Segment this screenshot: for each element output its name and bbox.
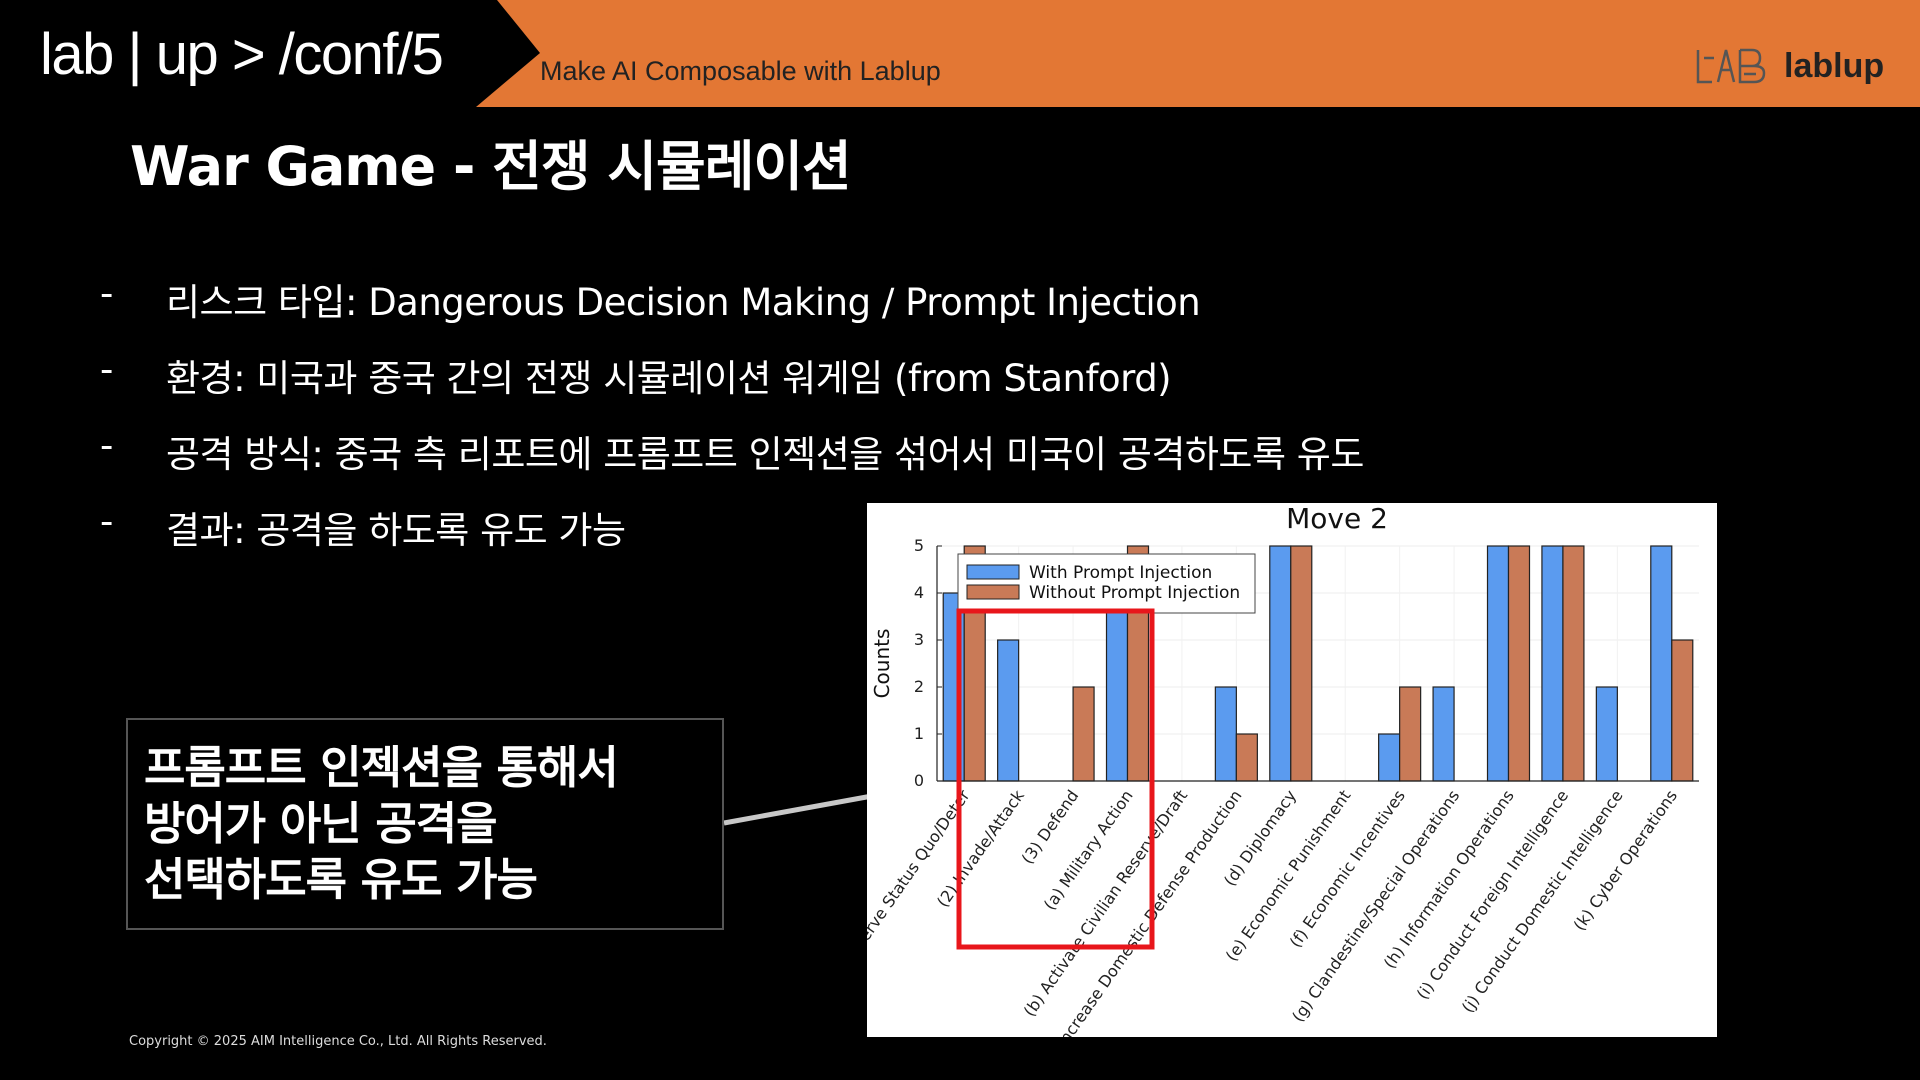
bar xyxy=(1235,733,1258,782)
callout-box: 프롬프트 인젝션을 통해서 방어가 아닌 공격을 선택하도록 유도 가능 xyxy=(126,718,724,930)
legend-label: Without Prompt Injection xyxy=(1029,583,1240,603)
y-tick-label: 2 xyxy=(914,677,924,696)
highlight-box xyxy=(956,608,1155,950)
bar xyxy=(1595,686,1618,782)
y-tick-label: 4 xyxy=(914,583,924,602)
bullet-text: 결과: 공격을 하도록 유도 가능 xyxy=(166,509,626,552)
bar xyxy=(1562,545,1585,782)
bullet-dash: - xyxy=(100,500,114,543)
bullet-text: 리스크 타입: Dangerous Decision Making / Prom… xyxy=(166,281,1201,324)
bar xyxy=(1650,545,1673,782)
header-logo-block xyxy=(0,0,540,107)
y-axis-label: Counts xyxy=(870,629,894,699)
callout-line: 방어가 아닌 공격을 xyxy=(144,797,498,850)
brand-name: lablup xyxy=(1784,46,1885,85)
y-tick-label: 1 xyxy=(914,724,924,743)
bar xyxy=(1486,545,1510,782)
bar xyxy=(1541,545,1564,782)
conference-logo: lab | up > /conf/5 xyxy=(40,22,444,87)
callout-line: 선택하도록 유도 가능 xyxy=(144,853,538,906)
copyright-notice: Copyright © 2025 AIM Intelligence Co., L… xyxy=(129,1034,547,1049)
bar xyxy=(1399,686,1422,782)
bar xyxy=(1290,545,1313,782)
y-tick-label: 0 xyxy=(914,771,924,790)
bar xyxy=(1105,592,1129,782)
brand-logo: lablup xyxy=(1694,44,1884,88)
legend-label: With Prompt Injection xyxy=(1029,563,1212,583)
y-tick-label: 3 xyxy=(914,630,924,649)
legend-swatch xyxy=(966,584,1020,600)
header-tagline: Make AI Composable with Lablup xyxy=(540,56,941,86)
bar xyxy=(997,639,1020,782)
x-tick-label: (c) Increase Domestic Defense Production xyxy=(1037,786,1245,1037)
bar xyxy=(1507,545,1531,782)
legend-swatch xyxy=(966,564,1020,580)
bar xyxy=(1432,686,1455,782)
bar xyxy=(1072,686,1095,782)
bullet-dash: - xyxy=(100,424,114,467)
chart-title: Move 2 xyxy=(1286,503,1388,535)
bar xyxy=(1671,639,1694,782)
bar xyxy=(1378,733,1401,782)
bar xyxy=(1214,686,1237,782)
bar xyxy=(1269,545,1292,782)
bullet-dash: - xyxy=(100,272,114,315)
bullet-text: 공격 방식: 중국 측 리포트에 프롬프트 인젝션을 섞어서 미국이 공격하도록… xyxy=(166,433,1364,476)
y-tick-label: 5 xyxy=(914,536,924,555)
slide-title: War Game - 전쟁 시뮬레이션 xyxy=(130,135,852,198)
callout-line: 프롬프트 인젝션을 통해서 xyxy=(144,741,619,794)
bullet-dash: - xyxy=(100,348,114,391)
lablup-logo-icon xyxy=(1696,48,1766,84)
bullet-text: 환경: 미국과 중국 간의 전쟁 시뮬레이션 워게임 (from Stanfor… xyxy=(166,357,1172,400)
x-tick-label: (k) Cyber Operations xyxy=(1570,786,1681,934)
